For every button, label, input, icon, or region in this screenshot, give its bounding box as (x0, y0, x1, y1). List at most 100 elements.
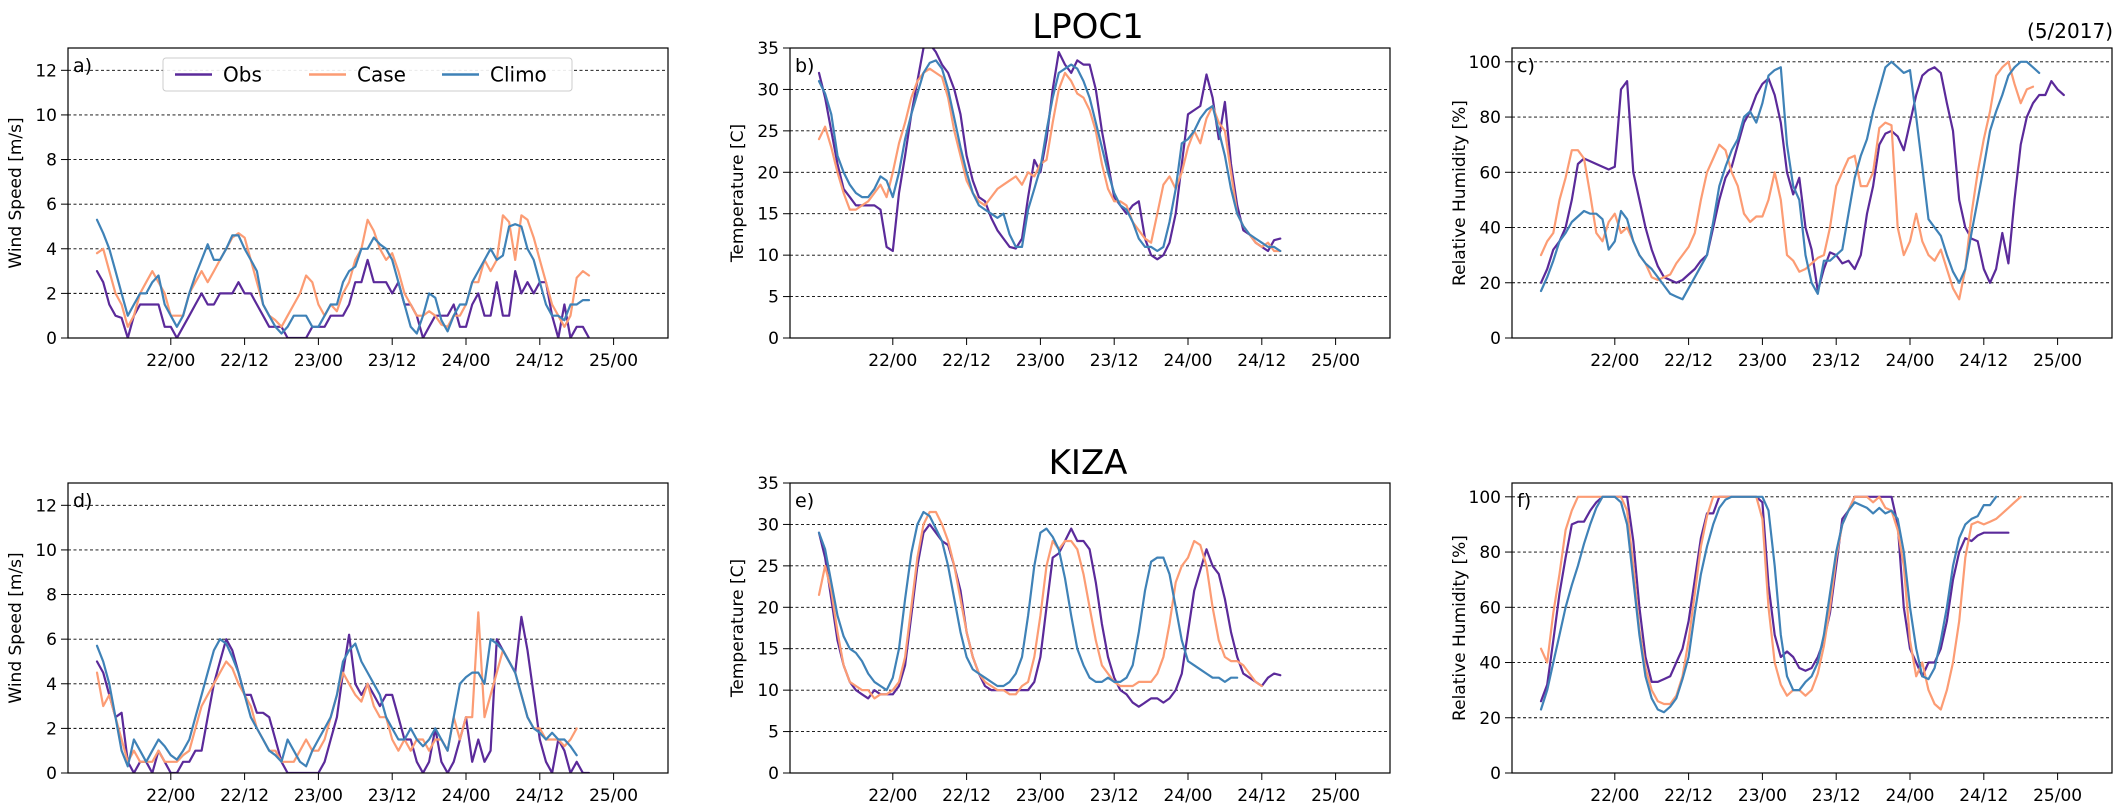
x-tick-label: 25/00 (589, 786, 638, 806)
chart-panels: 0 2 4 6 8 10 12 22/00 22/12 23/00 23/12 24/00 24/12 2… (6, 39, 2113, 806)
plot-frame (1511, 47, 2113, 339)
x-tick-label: 24/00 (1886, 351, 1935, 371)
x-tick-label: 24/00 (1164, 786, 1213, 806)
y-axis-label: Wind Speed [m/s] (6, 117, 26, 268)
series-line-climo (1539, 60, 2041, 301)
y-tick-label: 40 (1479, 219, 1501, 239)
x-tick-label: 22/00 (868, 351, 917, 371)
series-line-case (95, 214, 591, 328)
x-tick-label: 23/00 (294, 351, 343, 371)
y-tick-label: 2 (46, 719, 57, 739)
y-tick-label: 4 (46, 675, 57, 695)
y-tick-label: 40 (1479, 654, 1501, 674)
x-tick-label: 24/12 (1237, 786, 1286, 806)
x-tick-label: 22/12 (1664, 786, 1713, 806)
plot-frame (789, 47, 1391, 339)
plot-frame (67, 482, 669, 774)
y-tick-label: 4 (46, 240, 57, 260)
y-tick-label: 12 (35, 61, 57, 81)
y-tick-label: 2 (46, 284, 57, 304)
series-line-climo (817, 59, 1282, 253)
x-tick-label: 23/12 (368, 786, 417, 806)
x-tick-label: 23/12 (1812, 351, 1861, 371)
panel-label: a) (73, 55, 92, 77)
y-tick-label: 10 (757, 246, 779, 266)
x-tick-label: 25/00 (1311, 351, 1360, 371)
x-tick-label: 23/12 (368, 351, 417, 371)
series-line-case (817, 510, 1263, 700)
series-line-climo (95, 638, 578, 768)
series-line-case (1539, 60, 2035, 301)
legend-label-climo: Climo (490, 63, 547, 87)
x-tick-label: 24/00 (1886, 786, 1935, 806)
series-group (95, 611, 591, 773)
plot-frame (1511, 482, 2113, 774)
x-tick-label: 24/12 (1237, 351, 1286, 371)
y-tick-label: 0 (46, 329, 57, 349)
x-tick-label: 22/12 (220, 351, 269, 371)
y-tick-label: 12 (35, 496, 57, 516)
row-title-lpoc1: LPOC1 (1032, 7, 1144, 47)
y-tick-label: 60 (1479, 163, 1501, 183)
y-tick-label: 15 (757, 205, 779, 225)
x-tick-label: 23/00 (1738, 351, 1787, 371)
series-line-obs (1539, 66, 2065, 293)
panel-label: f) (1517, 490, 1531, 512)
y-tick-label: 8 (46, 151, 57, 171)
panel-label: d) (73, 490, 92, 512)
x-tick-label: 22/00 (146, 351, 195, 371)
series-line-obs (95, 258, 591, 338)
y-tick-label: 5 (768, 723, 779, 743)
x-tick-label: 25/00 (2033, 786, 2082, 806)
y-tick-label: 0 (46, 764, 57, 784)
x-tick-label: 23/00 (294, 786, 343, 806)
x-tick-label: 25/00 (2033, 351, 2082, 371)
y-tick-label: 25 (757, 122, 779, 142)
series-line-climo (817, 510, 1239, 692)
y-tick-label: 100 (1469, 488, 1501, 508)
x-tick-label: 24/12 (1959, 786, 2008, 806)
x-tick-label: 22/00 (1590, 786, 1639, 806)
y-tick-label: 6 (46, 195, 57, 215)
x-tick-label: 25/00 (589, 351, 638, 371)
series-line-obs (817, 523, 1282, 708)
y-axis-label: Temperature [C] (728, 559, 748, 698)
y-tick-label: 100 (1469, 53, 1501, 73)
chart-panel-2: 0 5 10 15 20 25 30 35 22/00 22/12 23/00 23/12 24/00 2… (728, 39, 1391, 371)
x-tick-label: 23/00 (1016, 786, 1065, 806)
x-tick-label: 23/00 (1738, 786, 1787, 806)
series-line-case (817, 67, 1282, 253)
x-tick-label: 23/12 (1090, 351, 1139, 371)
chart-panel-1: 0 2 4 6 8 10 12 22/00 22/12 23/00 23/12 24/00 24/12 2… (6, 47, 669, 371)
x-tick-label: 24/00 (442, 786, 491, 806)
chart-panel-5: 0 5 10 15 20 25 30 35 22/00 22/12 23/00 23/12 24/00 2… (728, 474, 1391, 806)
series-line-climo (1539, 495, 1998, 714)
x-tick-label: 22/00 (1590, 351, 1639, 371)
y-tick-label: 80 (1479, 108, 1501, 128)
series-group (1539, 495, 2022, 714)
x-tick-label: 24/00 (1164, 351, 1213, 371)
x-tick-label: 24/12 (1959, 351, 2008, 371)
chart-panel-3: 0 20 40 60 80 100 22/00 22/12 23/00 23/12 24/00 24/… (1450, 47, 2113, 371)
y-tick-label: 15 (757, 640, 779, 660)
panel-label: c) (1517, 55, 1535, 77)
y-tick-label: 0 (1490, 764, 1501, 784)
y-tick-label: 0 (1490, 329, 1501, 349)
y-tick-label: 8 (46, 586, 57, 606)
x-tick-label: 22/00 (146, 786, 195, 806)
legend-label-case: Case (357, 63, 406, 87)
y-tick-label: 60 (1479, 598, 1501, 618)
y-tick-label: 20 (1479, 274, 1501, 294)
plot-frame (789, 482, 1391, 774)
chart-panel-4: 0 2 4 6 8 10 12 22/00 22/12 23/00 23/12 24/00 24/12 2… (6, 482, 669, 806)
legend: Obs Case Climo (162, 57, 573, 92)
y-tick-label: 80 (1479, 543, 1501, 563)
y-axis-label: Relative Humidity [%] (1450, 535, 1470, 721)
panel-label: e) (795, 490, 814, 512)
x-tick-label: 24/00 (442, 351, 491, 371)
chart-panel-6: 0 20 40 60 80 100 22/00 22/12 23/00 23/12 24/00 24/… (1450, 482, 2113, 806)
legend-label-obs: Obs (223, 63, 262, 87)
series-group (817, 510, 1282, 708)
y-tick-label: 10 (35, 541, 57, 561)
